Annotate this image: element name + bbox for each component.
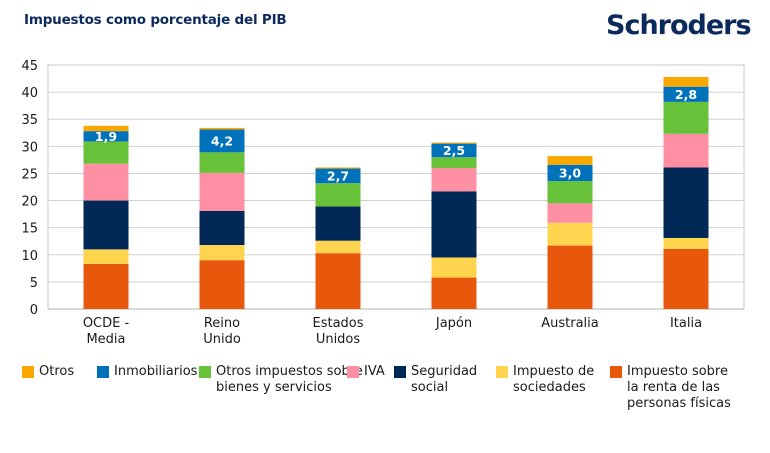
- y-tick-label: 35: [21, 113, 38, 128]
- bar-segment-sociedades: [431, 257, 477, 278]
- bar-segment-iva: [199, 172, 245, 211]
- legend-item-sociedades: Impuesto de sociedades: [496, 364, 594, 396]
- bar-segment-sociedades: [199, 245, 245, 261]
- bar-segment-inmobiliarios: [199, 129, 245, 153]
- y-tick-label: 5: [30, 276, 38, 291]
- bar-segment-otros: [83, 125, 129, 132]
- legend-swatch: [199, 366, 211, 378]
- bar-segment-iva: [83, 163, 129, 201]
- legend-label: Seguridad social: [411, 364, 478, 395]
- legend-label: IVA: [364, 364, 385, 379]
- schroders-logo: Schroders: [606, 10, 752, 41]
- bar-segment-otros_bienes: [199, 152, 245, 173]
- gridlines: [47, 64, 745, 310]
- chart-title: Impuestos como porcentaje del PIB: [24, 12, 287, 28]
- bar-segment-inmobiliarios: [315, 168, 361, 184]
- bar-segment-personas: [547, 245, 593, 309]
- bar-stack: 2,8: [663, 76, 709, 309]
- bar-segment-otros_bienes: [663, 101, 709, 134]
- bar-segment-seguridad: [431, 191, 477, 258]
- data-label: 3,0: [559, 165, 581, 180]
- y-tick-label: 25: [21, 167, 38, 182]
- legend-item-otros_bienes: Otros impuestos sobre bienes y servicios: [199, 364, 363, 396]
- legend-swatch: [97, 366, 109, 378]
- bar-segment-otros_bienes: [315, 183, 361, 207]
- bar-segment-otros_bienes: [431, 157, 477, 169]
- legend-item-seguridad: Seguridad social: [394, 364, 477, 396]
- bar-stack: 2,7: [315, 167, 361, 309]
- x-tick-label: Reino Unido: [203, 316, 241, 347]
- x-axis-ticks: OCDE -Media Reino Unido Estados Unidos Japón A…: [83, 316, 702, 347]
- x-tick-label: Italia: [670, 316, 702, 331]
- legend-item-otros: Otros: [22, 364, 74, 380]
- bar-segment-seguridad: [83, 200, 129, 250]
- y-tick-label: 30: [21, 140, 38, 155]
- legend-label: Otros: [39, 364, 75, 379]
- bar-stack: 4,2: [199, 127, 245, 309]
- x-tick-label: Australia: [541, 316, 599, 331]
- bar-segment-seguridad: [199, 210, 245, 246]
- y-axis-ticks: 0 5 10 15 20 25 30 35 40 45: [21, 59, 38, 318]
- bar-stack: 2,5: [431, 142, 477, 309]
- bar-stack: 3,0: [547, 156, 593, 309]
- plot-frame: [47, 64, 745, 310]
- bar-segment-iva: [431, 168, 477, 192]
- bar-segment-otros_bienes: [547, 181, 593, 204]
- legend-swatch: [610, 366, 622, 378]
- bar-segment-otros: [431, 142, 477, 144]
- bar-segment-otros: [547, 156, 593, 165]
- bar-segment-inmobiliarios: [663, 86, 709, 102]
- legend-label: Impuesto sobre la renta de las personas …: [627, 364, 731, 411]
- bar-segment-personas: [315, 253, 361, 309]
- legend-label: Otros impuestos sobre bienes y servicios: [216, 364, 363, 395]
- bar-segment-iva: [547, 203, 593, 223]
- x-tick-label: Japón: [435, 316, 472, 331]
- legend-item-inmobiliarios: Inmobiliarios: [97, 364, 197, 380]
- legend-swatch: [347, 366, 359, 378]
- bar-segment-iva: [663, 133, 709, 168]
- bar-segment-inmobiliarios: [431, 143, 477, 158]
- legend-swatch: [22, 366, 34, 378]
- legend-item-iva: IVA: [347, 364, 385, 380]
- x-tick-label: OCDE -Media: [83, 316, 130, 347]
- bar-segment-sociedades: [547, 222, 593, 246]
- bar-segment-personas: [663, 248, 709, 309]
- bar-segment-seguridad: [315, 206, 361, 241]
- stacked-bar-chart: 0 5 10 15 20 25 30 35 40 45 1,9 4,2 2,7 2,5 3,0 2,8 OC…: [21, 59, 745, 347]
- bar-segment-sociedades: [83, 249, 129, 264]
- legend-item-personas: Impuesto sobre la renta de las personas …: [610, 364, 731, 412]
- legend-swatch: [394, 366, 406, 378]
- bar-segment-otros: [315, 167, 361, 169]
- bar-segment-sociedades: [663, 237, 709, 249]
- data-label: 1,9: [95, 129, 117, 144]
- y-tick-label: 10: [21, 249, 38, 264]
- data-label: 2,8: [675, 87, 697, 102]
- bar-segment-inmobiliarios: [83, 131, 129, 142]
- y-tick-label: 0: [30, 303, 38, 318]
- bar-segment-otros: [663, 76, 709, 87]
- bars: 1,9 4,2 2,7 2,5 3,0 2,8: [83, 76, 709, 309]
- bar-segment-sociedades: [315, 240, 361, 254]
- y-tick-label: 40: [21, 86, 38, 101]
- legend-swatch: [496, 366, 508, 378]
- bar-segment-personas: [83, 263, 129, 309]
- bar-segment-otros_bienes: [83, 141, 129, 164]
- y-tick-label: 45: [21, 59, 38, 74]
- legend-label: Inmobiliarios: [114, 364, 198, 379]
- y-tick-label: 20: [21, 195, 38, 210]
- bar-segment-seguridad: [663, 167, 709, 238]
- bar-stack: 1,9: [83, 125, 129, 309]
- legend-label: Impuesto de sociedades: [513, 364, 595, 395]
- bar-segment-personas: [199, 260, 245, 309]
- x-tick-label: Estados Unidos: [312, 316, 363, 347]
- bar-segment-otros: [199, 127, 245, 130]
- data-label: 2,7: [327, 168, 349, 183]
- y-tick-label: 15: [21, 222, 38, 237]
- data-label: 2,5: [443, 143, 465, 158]
- bar-segment-personas: [431, 277, 477, 309]
- bar-segment-inmobiliarios: [547, 164, 593, 182]
- data-label: 4,2: [211, 133, 233, 148]
